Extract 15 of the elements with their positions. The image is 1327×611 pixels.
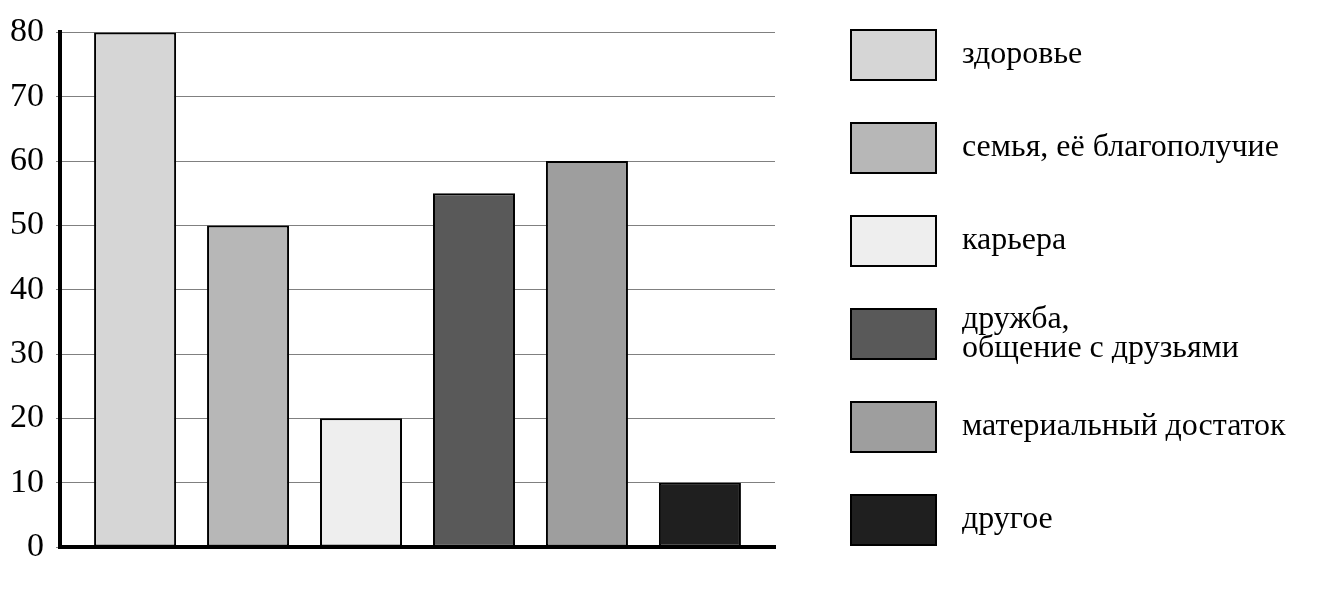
y-tick-label: 50 bbox=[10, 204, 44, 242]
y-tick-label: 70 bbox=[10, 75, 44, 113]
y-tick-label: 30 bbox=[10, 332, 44, 370]
y-tick-label: 80 bbox=[10, 11, 44, 49]
legend-label: карьера bbox=[962, 220, 1067, 257]
legend-label: материальный достаток bbox=[962, 406, 1287, 443]
y-tick-label: 0 bbox=[27, 525, 44, 563]
legend-label: дружба, общение с друзьями bbox=[962, 298, 1239, 364]
y-tick-label: 60 bbox=[10, 139, 44, 177]
legend-label: здоровье bbox=[962, 34, 1083, 71]
y-tick-label: 20 bbox=[10, 397, 44, 435]
y-tick-label: 10 bbox=[10, 461, 44, 499]
legend-label: семья, её благополучие bbox=[962, 127, 1279, 164]
y-tick-label: 40 bbox=[10, 268, 44, 306]
legend-label: другое bbox=[962, 499, 1053, 536]
